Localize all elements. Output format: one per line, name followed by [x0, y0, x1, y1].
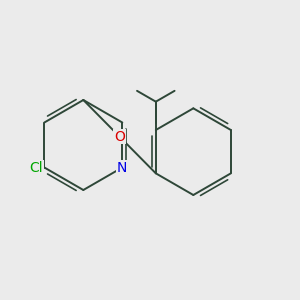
- Text: N: N: [117, 160, 128, 175]
- Text: O: O: [114, 130, 125, 144]
- Text: Cl: Cl: [29, 160, 43, 175]
